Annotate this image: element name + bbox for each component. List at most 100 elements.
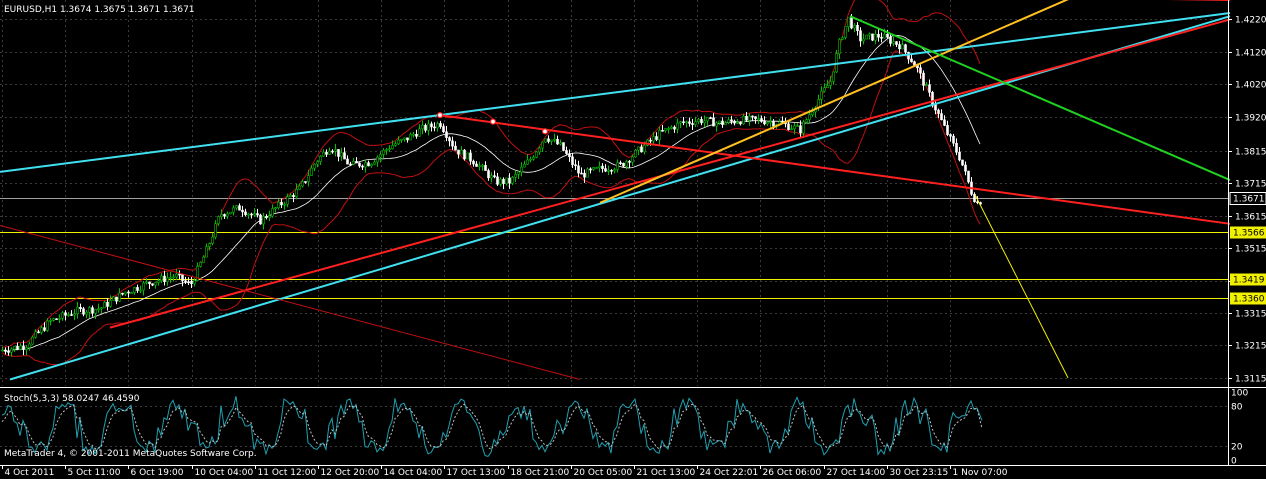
candle-body	[538, 147, 541, 153]
trendline-cyan-line	[0, 11, 1231, 173]
candle-body	[196, 266, 199, 281]
candle-body	[496, 176, 499, 185]
candle-body	[145, 281, 148, 284]
candle-body	[58, 318, 61, 320]
candle-body	[265, 216, 268, 218]
candle-body	[514, 174, 517, 178]
price-pane[interactable]: EURUSD,H1 1.3674 1.3675 1.3671 1.3671	[0, 0, 1231, 386]
candle-body	[676, 122, 679, 130]
candle-body	[883, 33, 886, 39]
candle-body	[406, 137, 409, 141]
candle-body	[238, 205, 241, 211]
candle-body	[454, 145, 457, 151]
candle-body	[937, 109, 940, 114]
candle-body	[544, 138, 547, 143]
candle-body	[751, 115, 754, 118]
candle-body	[346, 158, 349, 165]
candle-body	[586, 168, 589, 178]
candle-body	[256, 213, 259, 216]
candle-body	[85, 311, 88, 315]
candle-body	[88, 307, 91, 313]
candle-body	[631, 156, 634, 163]
candle-body	[460, 149, 463, 155]
candle-body	[205, 246, 208, 258]
candle-body	[517, 171, 520, 175]
price-level-box	[1230, 273, 1266, 286]
candle-body	[373, 161, 376, 165]
candle-body	[76, 307, 79, 314]
candle-body	[757, 118, 760, 120]
candle-body	[448, 137, 451, 142]
candle-body	[19, 345, 22, 350]
candle-body	[13, 346, 16, 350]
stochastic-tick-label: 20	[1231, 443, 1243, 453]
candle-body	[268, 215, 271, 218]
moving-average	[1, 34, 981, 352]
candle-body	[124, 291, 127, 295]
candle-body	[220, 214, 223, 217]
candle-body	[847, 17, 850, 27]
candle-body	[139, 289, 142, 292]
candle-body	[385, 149, 388, 151]
candle-body	[715, 122, 718, 127]
candle-body	[73, 313, 76, 316]
price-level-label: 1.3671	[1233, 195, 1265, 205]
candle-body	[121, 292, 124, 295]
candle-body	[82, 308, 85, 315]
candle-body	[520, 166, 523, 173]
candle-body	[187, 281, 190, 284]
trendline-orange-line	[599, 0, 1069, 204]
time-tick-label: 5 Oct 11:00	[68, 468, 121, 478]
candle-body	[523, 163, 526, 168]
candle-body	[823, 87, 826, 92]
candle-body	[487, 170, 490, 179]
candle-body	[352, 161, 355, 165]
candle-body	[865, 34, 868, 40]
candle-body	[127, 291, 130, 294]
stochastic-pane[interactable]: Stoch(5,3,3) 58.0247 46.4590 MetaTrader …	[0, 394, 1228, 459]
candle-body	[736, 122, 739, 124]
candle-body	[700, 119, 703, 124]
candle-body	[550, 139, 553, 142]
candle-body	[478, 165, 481, 167]
candle-body	[292, 195, 295, 198]
candle-body	[484, 165, 487, 171]
candle-body	[250, 213, 253, 216]
candle-body	[409, 134, 412, 141]
candle-body	[190, 281, 193, 285]
candle-body	[181, 274, 184, 282]
candle-body	[427, 123, 430, 131]
candle-body	[319, 155, 322, 162]
trendline-bollinger	[0, 224, 581, 380]
candle-body	[745, 115, 748, 121]
candle-body	[874, 34, 877, 41]
candle-body	[337, 149, 340, 157]
candle-body	[304, 181, 307, 183]
time-tick-label: 1 Nov 07:00	[953, 468, 1008, 478]
candle-body	[859, 30, 862, 42]
candle-body	[475, 163, 478, 167]
candle-body	[796, 125, 799, 128]
candle-body	[37, 331, 40, 334]
candle-body	[925, 84, 928, 87]
candle-body	[175, 273, 178, 278]
candle-body	[55, 318, 58, 321]
candle-body	[169, 277, 172, 279]
candle-body	[820, 90, 823, 100]
candle-body	[583, 172, 586, 178]
candle-body	[400, 139, 403, 141]
trendline-anchors[interactable]	[436, 112, 549, 135]
candle-body	[730, 119, 733, 122]
candle-body	[829, 81, 832, 86]
candle-body	[799, 125, 802, 134]
candle-body	[505, 177, 508, 184]
candle-body	[838, 39, 841, 54]
trendlines[interactable]	[0, 0, 1231, 381]
candle-body	[61, 312, 64, 319]
candle-body	[826, 85, 829, 88]
candle-body	[226, 213, 229, 217]
candle-body	[328, 150, 331, 155]
candle-body	[946, 125, 949, 135]
